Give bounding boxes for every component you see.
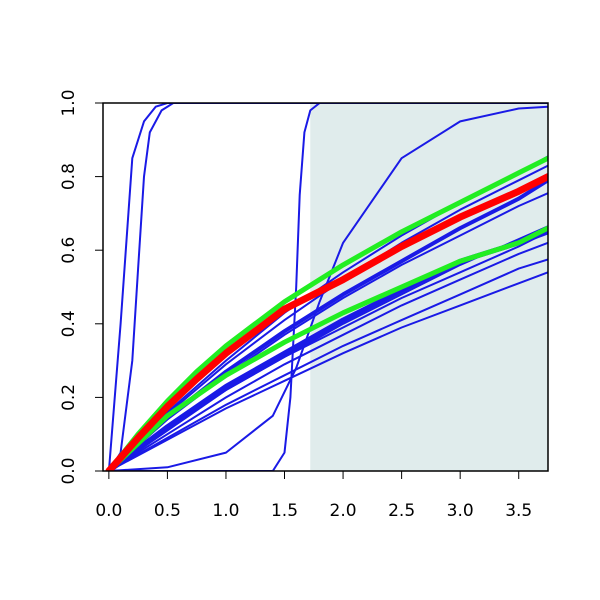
plot-frame (102, 102, 549, 472)
series-group (105, 103, 548, 471)
x-tick-label: 1.0 (212, 501, 239, 521)
y-tick-label: 0.2 (59, 384, 79, 411)
x-axis: 0.0 0.5 1.0 1.5 2.0 2.5 3.0 3.5 (95, 471, 532, 521)
y-axis: 0.0 0.2 0.4 0.6 0.8 1.0 (59, 89, 103, 485)
y-tick-label: 0.8 (59, 163, 79, 190)
x-tick-label: 3.5 (505, 501, 532, 521)
series-line-blue-11 (107, 271, 548, 471)
series-line-blue-4 (107, 105, 548, 471)
x-tick-label: 1.5 (271, 501, 298, 521)
y-tick-label: 0.0 (59, 457, 79, 484)
series-line-blue-10 (107, 258, 548, 471)
series-line-red-17 (105, 173, 548, 471)
x-tick-label: 0.5 (154, 501, 181, 521)
y-tick-label: 0.6 (59, 237, 79, 264)
x-tick-label: 3.0 (447, 501, 474, 521)
x-tick-label: 2.5 (388, 501, 415, 521)
series-line-green-16 (106, 225, 548, 471)
x-tick-label: 0.0 (95, 501, 122, 521)
series-line-green-15 (106, 155, 548, 471)
series-line-blue-9 (107, 241, 548, 471)
y-tick-label: 0.4 (59, 310, 79, 337)
series-line-blue-2 (107, 103, 548, 471)
series-line-blue-1 (107, 103, 548, 471)
series-line-blue-3 (107, 103, 548, 471)
x-tick-label: 2.0 (330, 501, 357, 521)
y-tick-label: 1.0 (59, 89, 79, 116)
